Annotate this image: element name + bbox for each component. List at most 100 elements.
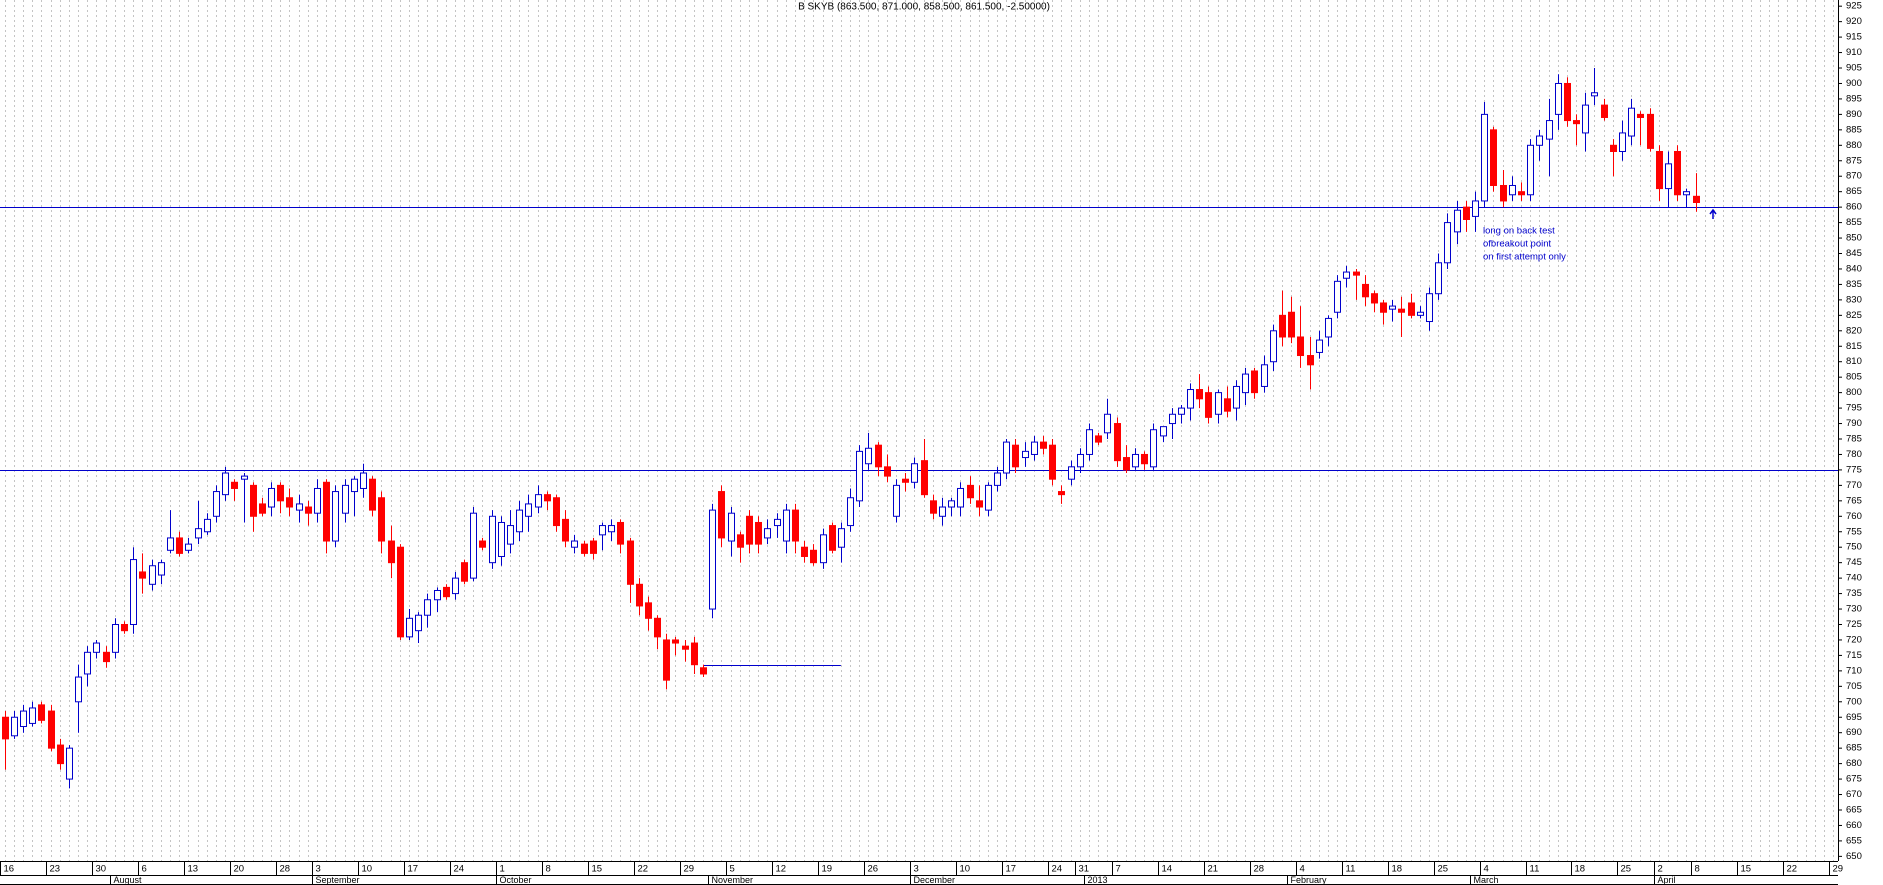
candle-body	[1215, 392, 1222, 415]
candle-body	[1546, 120, 1553, 140]
x-tick-label: 3	[914, 864, 919, 875]
month-label: March	[1474, 875, 1499, 885]
candle-body	[1270, 330, 1277, 363]
x-tick-label: 2	[1658, 864, 1663, 875]
x-tick-label: 4	[1484, 864, 1489, 875]
annotation-line: long on back test	[1483, 226, 1555, 237]
candle-body	[195, 528, 202, 539]
y-tick-label: 690	[1846, 727, 1862, 738]
candle-body	[1114, 423, 1121, 462]
candle-body	[213, 491, 220, 517]
candle-body	[369, 478, 376, 511]
y-tick-label: 910	[1846, 47, 1862, 58]
x-tick-label: 28	[1254, 864, 1265, 875]
x-tick-label: 11	[1530, 864, 1540, 875]
candle-body	[1417, 311, 1424, 316]
candle-body	[792, 509, 799, 542]
candle-body	[994, 472, 1001, 486]
candle-body	[1086, 429, 1093, 455]
x-tick-label: 25	[1621, 864, 1632, 875]
candle-body	[1123, 457, 1130, 471]
candle-body	[397, 546, 404, 638]
candle-body	[645, 602, 652, 619]
month-label: 2013	[1088, 875, 1108, 885]
y-tick-label: 895	[1846, 93, 1862, 104]
y-tick-label: 900	[1846, 78, 1862, 89]
y-tick-label: 760	[1846, 511, 1862, 522]
y-tick-label: 780	[1846, 449, 1862, 460]
candle-body	[1536, 135, 1543, 146]
candle-body	[636, 583, 643, 607]
candle-body	[967, 484, 974, 499]
candle-body	[1104, 413, 1111, 434]
candle-body	[1389, 305, 1396, 310]
y-tick-label: 915	[1846, 32, 1862, 43]
candle-body	[755, 521, 762, 545]
grid-layer	[5, 0, 1834, 861]
candle-body	[479, 540, 486, 548]
x-tick-label: 31	[1079, 864, 1090, 875]
candle-body	[774, 518, 781, 527]
y-tick-label: 845	[1846, 248, 1862, 259]
candle-body	[1444, 222, 1451, 264]
x-tick-label: 23	[50, 864, 61, 875]
candle-body	[1362, 283, 1369, 298]
y-tick-label: 800	[1846, 387, 1862, 398]
candle-body	[976, 500, 983, 508]
candle-body	[415, 614, 422, 632]
candle-body	[562, 518, 569, 542]
candle-body	[516, 509, 523, 533]
candle-body	[48, 710, 55, 749]
x-tick-label: 10	[362, 864, 373, 875]
candle-body	[1196, 389, 1203, 400]
x-tick-label: 13	[188, 864, 199, 875]
x-tick-label: 25	[1438, 864, 1449, 875]
candle-body	[1022, 450, 1029, 459]
candle-body	[489, 515, 496, 564]
candle-body	[525, 503, 532, 517]
x-tick-label: 30	[96, 864, 107, 875]
x-tick-label: 17	[1006, 864, 1017, 875]
candle-body	[1481, 113, 1488, 202]
y-tick-label: 745	[1846, 557, 1862, 568]
y-tick-label: 805	[1846, 372, 1862, 383]
candle-body	[204, 518, 211, 533]
candle-body	[1160, 426, 1167, 437]
month-label: February	[1291, 875, 1328, 885]
y-tick-label: 730	[1846, 604, 1862, 615]
candle-body	[1527, 144, 1534, 196]
y-tick-label: 775	[1846, 464, 1862, 475]
y-tick-label: 880	[1846, 140, 1862, 151]
candle-body	[507, 525, 514, 545]
candle-body	[1371, 293, 1378, 304]
candle-body	[1343, 271, 1350, 279]
candle-body	[571, 540, 578, 548]
y-tick-label: 765	[1846, 495, 1862, 506]
y-tick-label: 680	[1846, 758, 1862, 769]
chart-title: B SKYB (863.500, 871.000, 858.500, 861.5…	[798, 2, 1050, 13]
candle-body	[810, 549, 817, 564]
x-tick-label: 15	[1741, 864, 1752, 875]
y-tick-label: 685	[1846, 743, 1862, 754]
candle-body	[1132, 453, 1139, 468]
candle-body	[1426, 293, 1433, 323]
candle-body	[1435, 262, 1442, 295]
candle-body	[1353, 271, 1360, 276]
y-tick-label: 875	[1846, 155, 1862, 166]
x-tick-label: 3	[316, 864, 321, 875]
candle-body	[66, 747, 73, 780]
x-tick-label: 21	[1208, 864, 1219, 875]
candle-body	[388, 540, 395, 564]
candle-body	[461, 562, 468, 582]
y-tick-label: 700	[1846, 696, 1862, 707]
y-tick-label: 925	[1846, 1, 1862, 12]
candle-body	[948, 500, 955, 508]
candle-body	[1683, 191, 1690, 196]
candle-body	[1463, 206, 1470, 221]
x-tick-label: 10	[960, 864, 971, 875]
y-tick-label: 790	[1846, 418, 1862, 429]
candle-body	[1095, 435, 1102, 443]
candle-body	[1150, 429, 1157, 468]
candle-body	[1628, 107, 1635, 137]
